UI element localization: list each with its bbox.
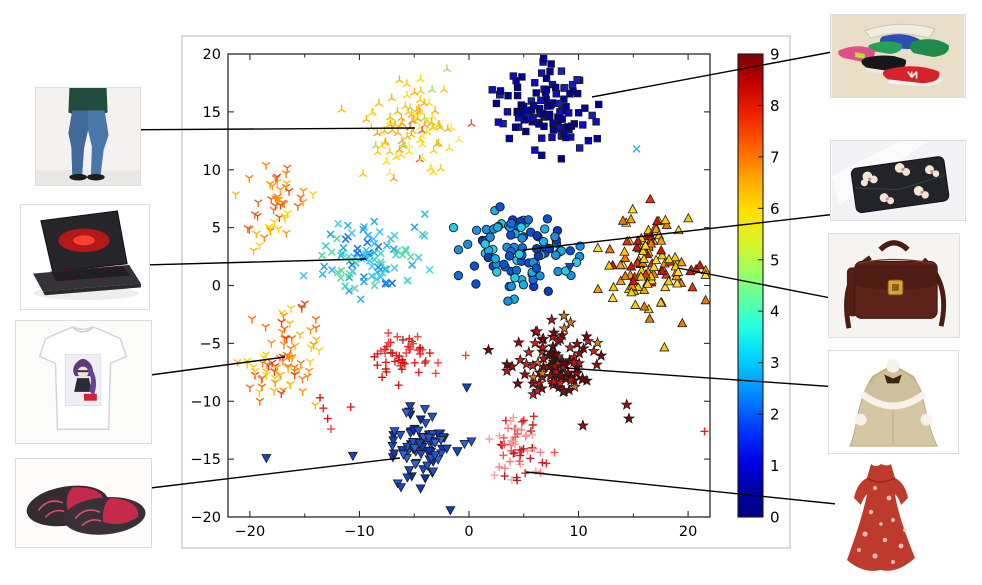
- product-image-coat: [828, 350, 959, 454]
- laptop-cluster: [299, 210, 434, 304]
- coat-illustration: [829, 351, 958, 453]
- tri-upper-left-cluster: [231, 161, 318, 256]
- bag-cluster: [592, 193, 711, 352]
- callout-lines: [96, 45, 867, 507]
- coat-cluster: [482, 309, 608, 400]
- callout-line-laptop-cluster: [107, 258, 367, 267]
- product-image-clutch: [830, 140, 966, 221]
- x-tick-label: −10: [344, 524, 375, 540]
- callout-line-clutch-cluster: [522, 211, 855, 251]
- x-tick-label: 20: [679, 524, 697, 540]
- stray-points: [253, 144, 709, 516]
- bag-illustration: [829, 234, 959, 337]
- product-image-dress: [835, 458, 928, 580]
- product-image-tshirt: [15, 320, 152, 444]
- dress-illustration: [835, 458, 928, 580]
- y-tick-label: 15: [203, 105, 221, 121]
- jeans-cluster: [337, 64, 476, 182]
- colorbar-tick-label: 4: [770, 303, 780, 321]
- tshirt-illustration: [16, 321, 151, 443]
- clutch-cluster: [448, 202, 585, 306]
- sneakers-cluster: [488, 54, 603, 163]
- figure-border: [181, 35, 791, 549]
- x-tick-label: −20: [235, 524, 266, 540]
- colorbar-tick-label: 0: [770, 509, 780, 527]
- laptop-illustration: [21, 205, 149, 309]
- colorbar-tick-label: 3: [770, 354, 780, 372]
- jeans-illustration: [36, 88, 140, 185]
- product-image-jeans: [35, 87, 141, 186]
- y-tick-label: −5: [200, 336, 221, 352]
- y-tick-label: 10: [203, 163, 221, 179]
- axes: −20 −10 0 10 20 20 15 10 5 0 −5 −10 −15 −20: [190, 47, 711, 540]
- clutch-illustration: [831, 141, 965, 220]
- scatter-points: [231, 54, 711, 516]
- y-tick-label: 20: [203, 47, 221, 63]
- sneakers-illustration: [831, 15, 965, 97]
- colorbar-tick-label: 5: [770, 251, 780, 269]
- colorbar-tick-label: 8: [770, 97, 780, 115]
- product-image-bag: [828, 233, 960, 338]
- product-image-laptop: [20, 204, 150, 310]
- colorbar: 0 1 2 3 4 5 6 7 8 9: [737, 46, 780, 527]
- y-tick-label: −15: [190, 452, 221, 468]
- colorbar-tick-label: 2: [770, 406, 780, 424]
- product-image-slippers: [15, 458, 152, 548]
- y-tick-label: 0: [212, 279, 221, 295]
- dress-cluster: [485, 412, 559, 485]
- x-tick-label: 10: [569, 524, 587, 540]
- callout-line-slippers-cluster: [141, 457, 401, 490]
- plus-mid-cluster: [370, 329, 470, 390]
- colorbar-tick-label: 1: [770, 457, 780, 475]
- y-tick-label: 5: [212, 221, 221, 237]
- callout-line-coat-cluster: [565, 367, 867, 390]
- colorbar-tick-label: 6: [770, 200, 780, 218]
- callout-line-sneakers-cluster: [591, 45, 865, 98]
- x-tick-label: 0: [464, 524, 473, 540]
- product-image-sneakers: [830, 14, 966, 98]
- callout-line-dress-cluster: [525, 471, 857, 507]
- slippers-cluster: [387, 402, 477, 494]
- colorbar-tick-label: 7: [770, 148, 780, 166]
- y-tick-label: −10: [190, 394, 221, 410]
- slippers-illustration: [16, 459, 151, 547]
- colorbar-tick-label: 9: [770, 46, 780, 64]
- y-tick-label: −20: [190, 510, 221, 526]
- callout-line-bag-cluster: [677, 267, 847, 302]
- callout-line-jeans-cluster: [96, 127, 416, 131]
- tshirt-cluster: [233, 300, 324, 410]
